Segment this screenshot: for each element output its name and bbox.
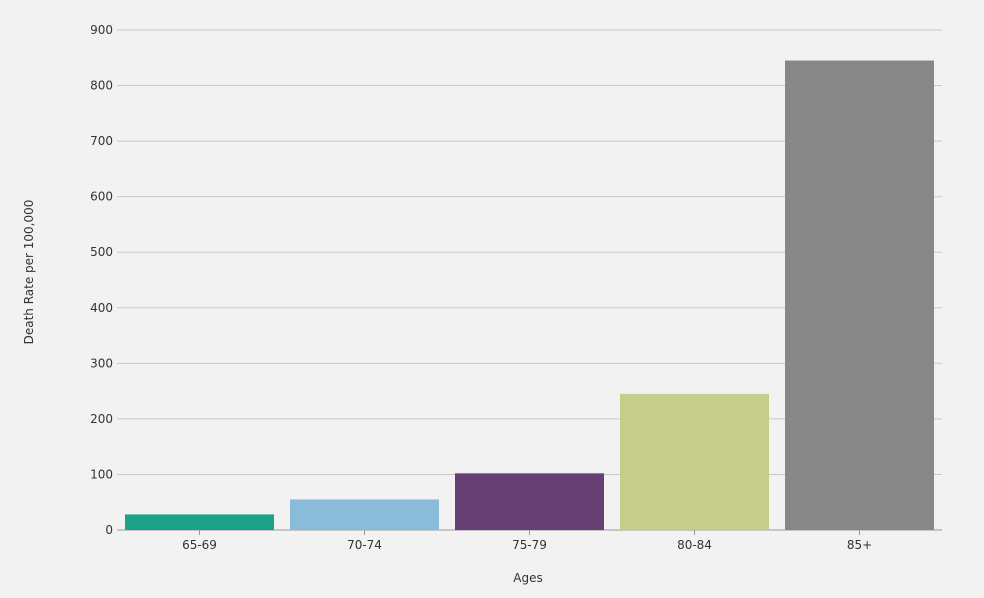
y-tick-label: 200 [90, 412, 113, 426]
x-tick-label: 75-79 [512, 538, 547, 552]
y-tick-label: 600 [90, 190, 113, 204]
y-tick-label: 0 [105, 523, 113, 537]
y-axis-ticks: 0 100 200 300 400 500 600 700 800 900 [90, 23, 113, 537]
x-tick-label: 65-69 [182, 538, 217, 552]
y-axis-title: Death Rate per 100,000 [22, 200, 36, 345]
x-axis-ticks: 65-69 70-74 75-79 80-84 85+ [182, 530, 872, 552]
y-tick-label: 400 [90, 301, 113, 315]
x-tick-label: 80-84 [677, 538, 712, 552]
bars [125, 60, 934, 531]
y-tick-label: 900 [90, 23, 113, 37]
x-axis-title: Ages [513, 571, 542, 585]
x-tick-label: 70-74 [347, 538, 382, 552]
x-tick-label: 85+ [847, 538, 872, 552]
bar-65-69 [125, 514, 274, 530]
bar-75-79 [455, 473, 604, 530]
bar-85plus [785, 60, 934, 531]
y-tick-label: 300 [90, 356, 113, 370]
y-tick-label: 500 [90, 245, 113, 259]
gridlines [117, 29, 942, 531]
y-tick-label: 700 [90, 134, 113, 148]
y-tick-label: 100 [90, 467, 113, 481]
y-tick-label: 800 [90, 79, 113, 93]
bar-70-74 [290, 499, 439, 530]
bar-80-84 [620, 393, 769, 530]
